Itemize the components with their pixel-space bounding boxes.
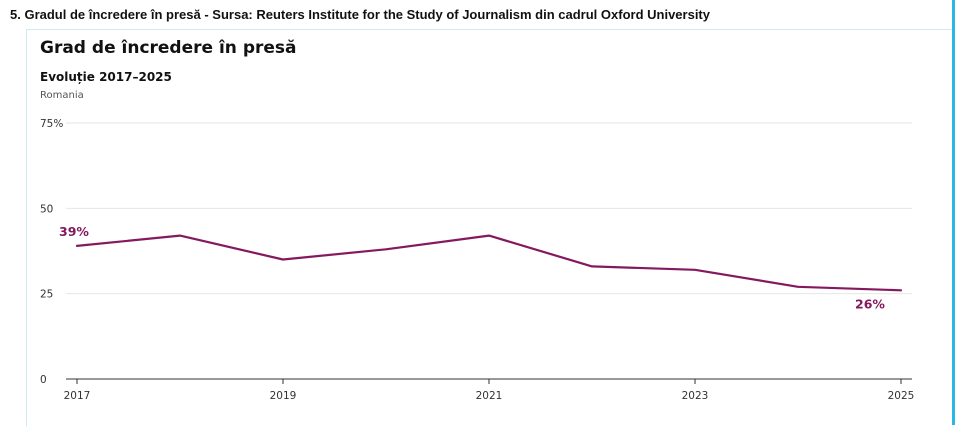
series-line-0 <box>75 234 903 292</box>
x-tick-label: 2017 <box>64 390 91 402</box>
labels: 0 25 50 75% 2017 2019 2021 2023 2025 39% 26% <box>40 118 914 402</box>
grid-lines <box>66 122 912 295</box>
series <box>75 234 903 292</box>
figure-caption: 5. Gradul de încredere în presă - Sursa:… <box>10 7 710 22</box>
chart-note: Romania <box>40 90 84 101</box>
data-label: 39% <box>59 224 89 239</box>
chart-subtitle: Evoluție 2017–2025 <box>40 70 172 84</box>
data-label: 26% <box>855 296 885 311</box>
y-tick-label: 25 <box>40 289 53 301</box>
axes <box>66 378 912 384</box>
x-tick-label: 2023 <box>682 390 709 402</box>
x-tick-label: 2021 <box>476 390 503 402</box>
y-tick-label: 50 <box>40 203 53 215</box>
x-tick-label: 2019 <box>270 390 297 402</box>
y-tick-label: 75% <box>40 118 63 130</box>
x-tick-label: 2025 <box>888 390 915 402</box>
chart-panel <box>26 29 952 426</box>
chart-title: Grad de încredere în presă <box>40 38 297 58</box>
accent-border <box>952 0 955 425</box>
y-tick-label: 0 <box>40 374 47 386</box>
